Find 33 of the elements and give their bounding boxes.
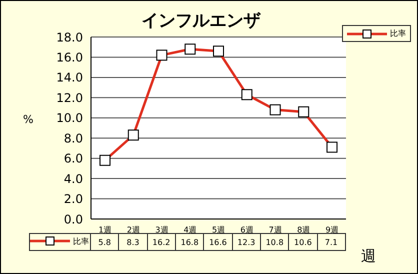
data-label: 7.1 [317, 234, 346, 250]
x-tick-label: 5週 [212, 226, 226, 235]
x-tick-label: 9週 [325, 226, 339, 235]
y-tick-label: 6.0 [64, 152, 83, 166]
x-axis-title: 週 [361, 247, 376, 266]
y-tick-label: 10.0 [56, 111, 83, 126]
y-tick-label: 4.0 [64, 172, 83, 186]
y-tick-label: 18.0 [56, 30, 83, 44]
y-tick-label: 12.0 [56, 90, 83, 105]
y-axis-title: % [23, 113, 34, 126]
text: 比率 [73, 236, 89, 246]
x-tick-label: 2週 [126, 226, 140, 235]
data-label: 16.8 [175, 234, 204, 250]
data-label: 16.2 [147, 234, 176, 250]
x-tick-label: 7週 [268, 226, 282, 235]
y-tick-label: 16.0 [56, 50, 83, 64]
data-label: 12.3 [232, 234, 260, 250]
data-label: 10.6 [288, 234, 318, 250]
legend-label: 比率 [389, 28, 406, 39]
data-label: 8.3 [118, 234, 148, 250]
y-tick-label: 8.0 [64, 131, 83, 146]
x-tick-label: 8週 [297, 226, 310, 235]
x-tick-label: 1週 [98, 226, 112, 235]
y-tick-label: 14.0 [56, 70, 83, 85]
x-tick-label: 6週 [240, 226, 254, 235]
data-label: 5.8 [90, 234, 119, 250]
data-label: 16.6 [204, 234, 232, 250]
y-tick-label: 2.0 [64, 192, 83, 206]
y-tick-label: 0.0 [64, 212, 83, 226]
x-tick-label: 3週 [155, 226, 168, 235]
chart-title: インフルエンザ [142, 11, 260, 31]
data-label: 10.8 [260, 234, 289, 250]
x-tick-label: 4週 [184, 226, 197, 235]
